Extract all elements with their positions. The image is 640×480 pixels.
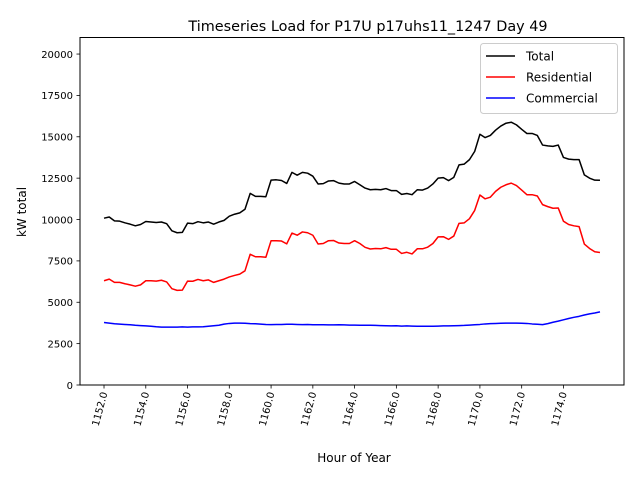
x-tick-label: 1152.0 — [91, 391, 111, 428]
series-line-commercial — [103, 311, 601, 328]
x-tick-label: 1158.0 — [216, 391, 236, 428]
x-tick-label: 1162.0 — [300, 391, 320, 428]
y-tick-label: 12500 — [41, 174, 73, 185]
x-tick-label: 1154.0 — [132, 391, 152, 428]
series-line-residential — [103, 182, 601, 292]
y-tick-label: 15000 — [41, 133, 73, 144]
y-tick-label: 0 — [67, 381, 73, 392]
x-axis: 1152.0 1154.0 1156.0 1158.0 1160.0 1162.0 1164… — [91, 385, 570, 428]
y-tick-label: 10000 — [41, 215, 73, 226]
series-line-total — [103, 121, 601, 234]
x-axis-label: Hour of Year — [317, 451, 391, 465]
y-tick-label: 7500 — [48, 257, 73, 268]
legend-label-commercial: Commercial — [526, 92, 598, 106]
series-layer — [103, 121, 601, 328]
x-tick-label: 1174.0 — [550, 391, 570, 428]
x-tick-label: 1168.0 — [425, 391, 445, 428]
y-tick-label: 5000 — [48, 298, 73, 309]
legend-label-residential: Residential — [526, 71, 592, 85]
y-tick-label: 2500 — [48, 339, 73, 350]
x-tick-label: 1160.0 — [258, 391, 278, 428]
legend-label-total: Total — [525, 50, 554, 64]
plot-frame — [79, 37, 625, 386]
y-axis: 0 2500 5000 7500 10000 12500 15000 17500 20000 — [41, 50, 80, 392]
x-tick-label: 1170.0 — [467, 391, 487, 428]
y-tick-label: 17500 — [41, 91, 73, 102]
legend-box — [480, 43, 618, 114]
x-tick-label: 1156.0 — [174, 391, 194, 428]
chart-title: Timeseries Load for P17U p17uhs11_1247 D… — [187, 19, 547, 35]
x-tick-label: 1166.0 — [383, 391, 403, 428]
legend: Total Residential Commercial — [480, 43, 618, 114]
x-tick-label: 1172.0 — [508, 391, 528, 428]
y-axis-label: kW total — [15, 187, 29, 237]
y-tick-label: 20000 — [41, 50, 73, 61]
x-tick-label: 1164.0 — [341, 391, 361, 428]
